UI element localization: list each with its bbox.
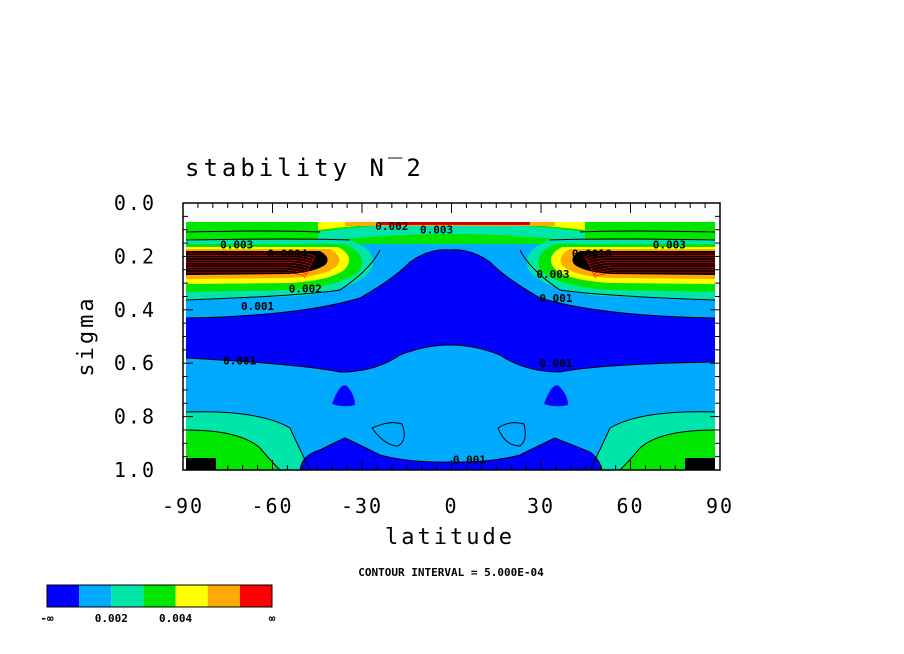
central-blue-dome <box>186 249 715 372</box>
dense-contour-left <box>186 269 307 277</box>
x-tick-label: -30 <box>341 494 383 518</box>
dense-contour-right <box>593 269 715 277</box>
contour-label: 0.002 <box>375 220 408 233</box>
contour-label: 0.001 <box>223 355 256 368</box>
chart-title: stability N‾2 <box>185 154 425 182</box>
left-surface-black <box>186 458 216 470</box>
dense-contour-right <box>590 264 715 272</box>
colorbar-frame <box>46 584 273 608</box>
y-tick-label: 0.0 <box>114 191 156 215</box>
colorbar-swatch <box>175 585 208 607</box>
contour-label: 0.001 <box>453 453 486 466</box>
contour-label: 0.001 <box>539 292 572 305</box>
dense-contour-left <box>186 262 311 269</box>
dense-contour-right <box>588 259 715 267</box>
x-tick-label: 30 <box>527 494 555 518</box>
y-tick-labels: 0.0 0.2 0.4 0.6 0.8 1.0 <box>114 191 156 482</box>
dense-contour-right <box>585 255 715 262</box>
dense-contour-right <box>589 262 715 269</box>
x-tick-label: 90 <box>706 494 734 518</box>
contour-label: 0.001 <box>241 300 274 313</box>
right-surface-black <box>685 458 715 470</box>
contour-label: 0.003 <box>536 268 569 281</box>
left-black-band <box>186 251 328 275</box>
dense-contour-left <box>186 252 316 260</box>
y-tick-label: 0.2 <box>114 244 156 268</box>
contour-label: 0.003 <box>653 238 686 251</box>
x-tick-label: -60 <box>251 494 293 518</box>
x-tick-label: -90 <box>162 494 204 518</box>
upper-red-strip <box>380 222 530 225</box>
colorbar-labels: -∞ 0.002 0.004 ∞ <box>40 612 275 625</box>
y-tick-label: 0.6 <box>114 351 156 375</box>
dense-contour-right <box>584 252 715 260</box>
x-tick-label: 0 <box>444 494 458 518</box>
y-tick-label: 0.8 <box>114 405 156 429</box>
dense-contour-right <box>594 271 715 279</box>
colorbar-swatch <box>79 585 112 607</box>
dense-contour-left <box>186 255 315 262</box>
contour-label: 0.0004 <box>268 248 308 261</box>
dense-contour-left <box>186 257 313 265</box>
contour-label: 0.0016 <box>572 248 612 261</box>
dense-contours <box>186 252 715 279</box>
dense-contour-left <box>186 259 312 267</box>
y-tick-label: 1.0 <box>114 458 156 482</box>
y-tick-label: 0.4 <box>114 298 156 322</box>
colorbar-label: ∞ <box>269 612 276 625</box>
y-axis-label: sigma <box>74 295 99 376</box>
colorbar <box>46 584 273 608</box>
x-axis-label: latitude <box>385 525 515 550</box>
colorbar-label: -∞ <box>40 612 54 625</box>
dense-contour-left <box>186 271 306 279</box>
contour-label: 0.001 <box>539 357 572 370</box>
upper-teal-arc <box>318 223 585 242</box>
contour-interval-note: CONTOUR INTERVAL = 5.000E-04 <box>358 566 544 579</box>
left-blue-island <box>332 385 355 407</box>
axis-ticks <box>182 202 721 471</box>
x-tick-labels: -90 -60 -30 0 30 60 90 <box>162 494 734 518</box>
colorbar-swatch <box>47 585 80 607</box>
colorbar-swatch <box>143 585 176 607</box>
dense-contour-right <box>592 267 715 274</box>
surface-blue-lobes <box>300 438 602 470</box>
contour-label: 0.002 <box>289 282 322 295</box>
dense-contour-left <box>186 267 308 274</box>
dense-contour-right <box>587 257 715 265</box>
contour-label: 0.003 <box>220 238 253 251</box>
colorbar-label: 0.002 <box>95 612 128 625</box>
contour-label: 0.003 <box>420 224 453 237</box>
colorbar-swatch <box>111 585 144 607</box>
colorbar-swatch <box>239 585 272 607</box>
contour-lines <box>186 230 715 470</box>
right-black-band <box>572 251 715 275</box>
colorbar-label: 0.004 <box>159 612 192 625</box>
colorbar-swatch <box>207 585 240 607</box>
right-blue-island <box>544 385 568 407</box>
x-tick-label: 60 <box>616 494 644 518</box>
dense-contour-left <box>186 264 310 272</box>
